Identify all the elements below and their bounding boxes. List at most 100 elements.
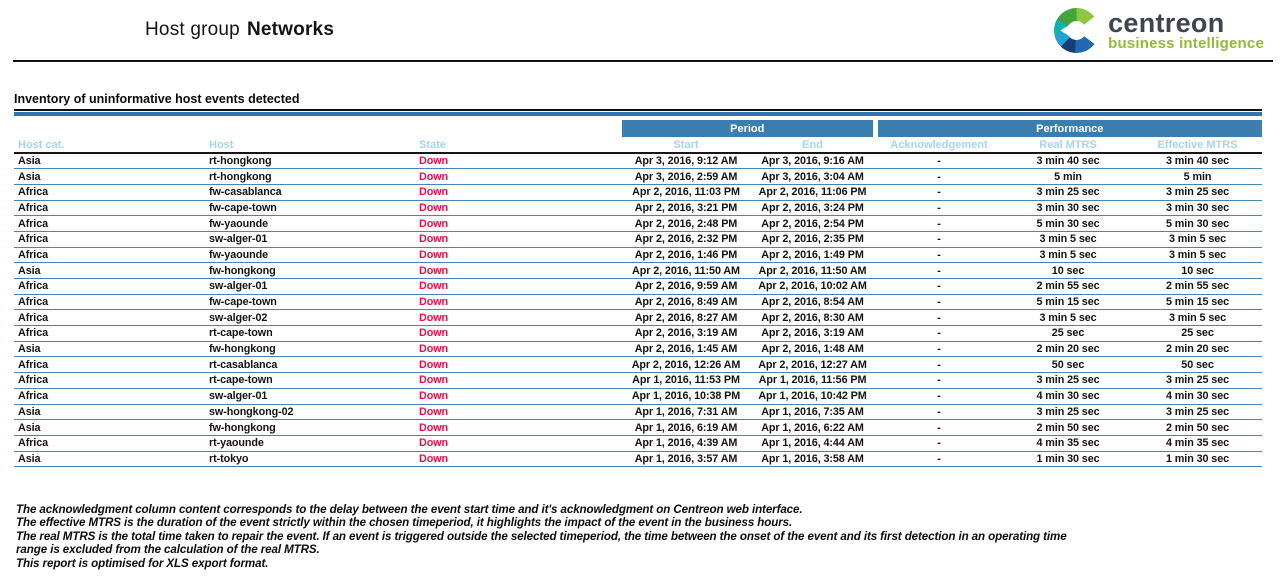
cell-real-mtrs: 2 min 20 sec xyxy=(1003,341,1134,358)
cell-start: Apr 1, 2016, 11:53 PM xyxy=(622,372,750,389)
cell-state: Down xyxy=(415,184,622,201)
cell-end: Apr 2, 2016, 1:49 PM xyxy=(750,247,876,264)
cell-host-cat: Africa xyxy=(14,278,205,295)
cell-end: Apr 2, 2016, 12:27 AM xyxy=(750,356,876,374)
cell-real-mtrs: 4 min 35 sec xyxy=(1003,435,1134,452)
cell-effective-mtrs: 3 min 30 sec xyxy=(1133,200,1263,217)
group-header-spacer xyxy=(14,120,622,137)
cell-effective-mtrs: 25 sec xyxy=(1133,325,1263,342)
cell-host: rt-tokyo xyxy=(205,451,415,468)
cell-start: Apr 2, 2016, 8:27 AM xyxy=(622,309,750,327)
cell-start: Apr 2, 2016, 8:49 AM xyxy=(622,294,750,311)
cell-acknowledgement: - xyxy=(875,231,1004,248)
cell-real-mtrs: 1 min 30 sec xyxy=(1003,451,1134,468)
column-header-end: End xyxy=(750,137,876,154)
table-row: Africa sw-alger-01 Down Apr 2, 2016, 9:5… xyxy=(14,278,1263,295)
section-header: Inventory of uninformative host events d… xyxy=(14,92,1262,116)
table-row: Africa rt-casablanca Down Apr 2, 2016, 1… xyxy=(14,356,1263,374)
cell-effective-mtrs: 3 min 25 sec xyxy=(1133,372,1263,389)
table-row: Africa rt-cape-town Down Apr 1, 2016, 11… xyxy=(14,372,1263,389)
footnote-line: This report is optimised for XLS export … xyxy=(16,556,269,570)
cell-effective-mtrs: 10 sec xyxy=(1133,262,1263,279)
cell-host-cat: Africa xyxy=(14,231,205,248)
cell-real-mtrs: 4 min 30 sec xyxy=(1003,388,1134,405)
footnote-line: The real MTRS is the total time taken to… xyxy=(16,529,1067,543)
cell-state: Down xyxy=(415,278,622,295)
cell-end: Apr 2, 2016, 3:24 PM xyxy=(750,200,876,217)
cell-effective-mtrs: 3 min 5 sec xyxy=(1133,247,1263,264)
cell-host: rt-casablanca xyxy=(205,356,415,374)
cell-state: Down xyxy=(415,153,622,170)
cell-real-mtrs: 2 min 50 sec xyxy=(1003,419,1134,436)
cell-acknowledgement: - xyxy=(875,247,1004,264)
column-header-row: Host cat. Host State Start End Acknowled… xyxy=(14,137,1263,154)
header-divider xyxy=(13,60,1273,62)
cell-host: fw-cape-town xyxy=(205,200,415,217)
cell-effective-mtrs: 5 min 15 sec xyxy=(1133,294,1263,311)
cell-start: Apr 1, 2016, 7:31 AM xyxy=(622,404,750,421)
cell-host-cat: Africa xyxy=(14,435,205,452)
cell-end: Apr 2, 2016, 11:06 PM xyxy=(750,184,876,201)
cell-host-cat: Asia xyxy=(14,168,205,185)
cell-host-cat: Asia xyxy=(14,404,205,421)
cell-host-cat: Africa xyxy=(14,356,205,374)
table-row: Asia fw-hongkong Down Apr 1, 2016, 6:19 … xyxy=(14,419,1263,436)
cell-host-cat: Africa xyxy=(14,325,205,342)
cell-real-mtrs: 3 min 5 sec xyxy=(1003,247,1134,264)
cell-effective-mtrs: 3 min 25 sec xyxy=(1133,184,1263,201)
cell-real-mtrs: 3 min 25 sec xyxy=(1003,184,1134,201)
cell-start: Apr 2, 2016, 1:46 PM xyxy=(622,247,750,264)
cell-host: rt-hongkong xyxy=(205,168,415,185)
cell-end: Apr 2, 2016, 10:02 AM xyxy=(750,278,876,295)
cell-host: sw-hongkong-02 xyxy=(205,404,415,421)
cell-end: Apr 1, 2016, 3:58 AM xyxy=(750,451,876,468)
cell-start: Apr 2, 2016, 3:21 PM xyxy=(622,200,750,217)
events-table: Period Performance Host cat. Host State … xyxy=(14,120,1263,468)
cell-end: Apr 3, 2016, 3:04 AM xyxy=(750,168,876,185)
cell-real-mtrs: 5 min xyxy=(1003,168,1134,185)
cell-acknowledgement: - xyxy=(875,404,1004,421)
cell-effective-mtrs: 2 min 20 sec xyxy=(1133,341,1263,358)
footnote-line: The effective MTRS is the duration of th… xyxy=(16,516,793,530)
cell-host-cat: Asia xyxy=(14,262,205,279)
section-accent-bar xyxy=(14,112,1262,116)
logo-text: centreon business intelligence xyxy=(1108,9,1264,52)
cell-host-cat: Africa xyxy=(14,247,205,264)
column-header-host-cat: Host cat. xyxy=(14,137,205,154)
cell-start: Apr 3, 2016, 9:12 AM xyxy=(622,153,750,170)
cell-end: Apr 2, 2016, 8:54 AM xyxy=(750,294,876,311)
cell-acknowledgement: - xyxy=(875,168,1004,185)
cell-host-cat: Africa xyxy=(14,309,205,327)
cell-effective-mtrs: 5 min 30 sec xyxy=(1133,215,1263,232)
cell-host-cat: Africa xyxy=(14,215,205,232)
column-header-state: State xyxy=(415,137,622,154)
cell-acknowledgement: - xyxy=(875,356,1004,374)
column-header-effective-mtrs: Effective MTRS xyxy=(1133,137,1263,154)
cell-state: Down xyxy=(415,262,622,279)
cell-real-mtrs: 3 min 5 sec xyxy=(1003,309,1134,327)
cell-end: Apr 1, 2016, 4:44 AM xyxy=(750,435,876,452)
cell-effective-mtrs: 50 sec xyxy=(1133,356,1263,374)
table-row: Africa fw-casablanca Down Apr 2, 2016, 1… xyxy=(14,184,1263,201)
cell-effective-mtrs: 3 min 5 sec xyxy=(1133,231,1263,248)
cell-host-cat: Africa xyxy=(14,184,205,201)
table-row: Africa fw-yaounde Down Apr 2, 2016, 2:48… xyxy=(14,215,1263,232)
cell-real-mtrs: 5 min 30 sec xyxy=(1003,215,1134,232)
cell-start: Apr 2, 2016, 11:50 AM xyxy=(622,262,750,279)
cell-acknowledgement: - xyxy=(875,294,1004,311)
cell-effective-mtrs: 4 min 35 sec xyxy=(1133,435,1263,452)
events-table-head: Period Performance Host cat. Host State … xyxy=(14,120,1263,154)
cell-state: Down xyxy=(415,404,622,421)
table-row: Asia sw-hongkong-02 Down Apr 1, 2016, 7:… xyxy=(14,404,1263,421)
cell-host-cat: Asia xyxy=(14,451,205,468)
cell-acknowledgement: - xyxy=(875,325,1004,342)
cell-host: rt-cape-town xyxy=(205,325,415,342)
cell-acknowledgement: - xyxy=(875,262,1004,279)
cell-state: Down xyxy=(415,231,622,248)
table-row: Africa sw-alger-02 Down Apr 2, 2016, 8:2… xyxy=(14,309,1263,327)
cell-real-mtrs: 3 min 40 sec xyxy=(1003,153,1134,170)
cell-start: Apr 2, 2016, 2:48 PM xyxy=(622,215,750,232)
cell-acknowledgement: - xyxy=(875,451,1004,468)
cell-start: Apr 1, 2016, 6:19 AM xyxy=(622,419,750,436)
